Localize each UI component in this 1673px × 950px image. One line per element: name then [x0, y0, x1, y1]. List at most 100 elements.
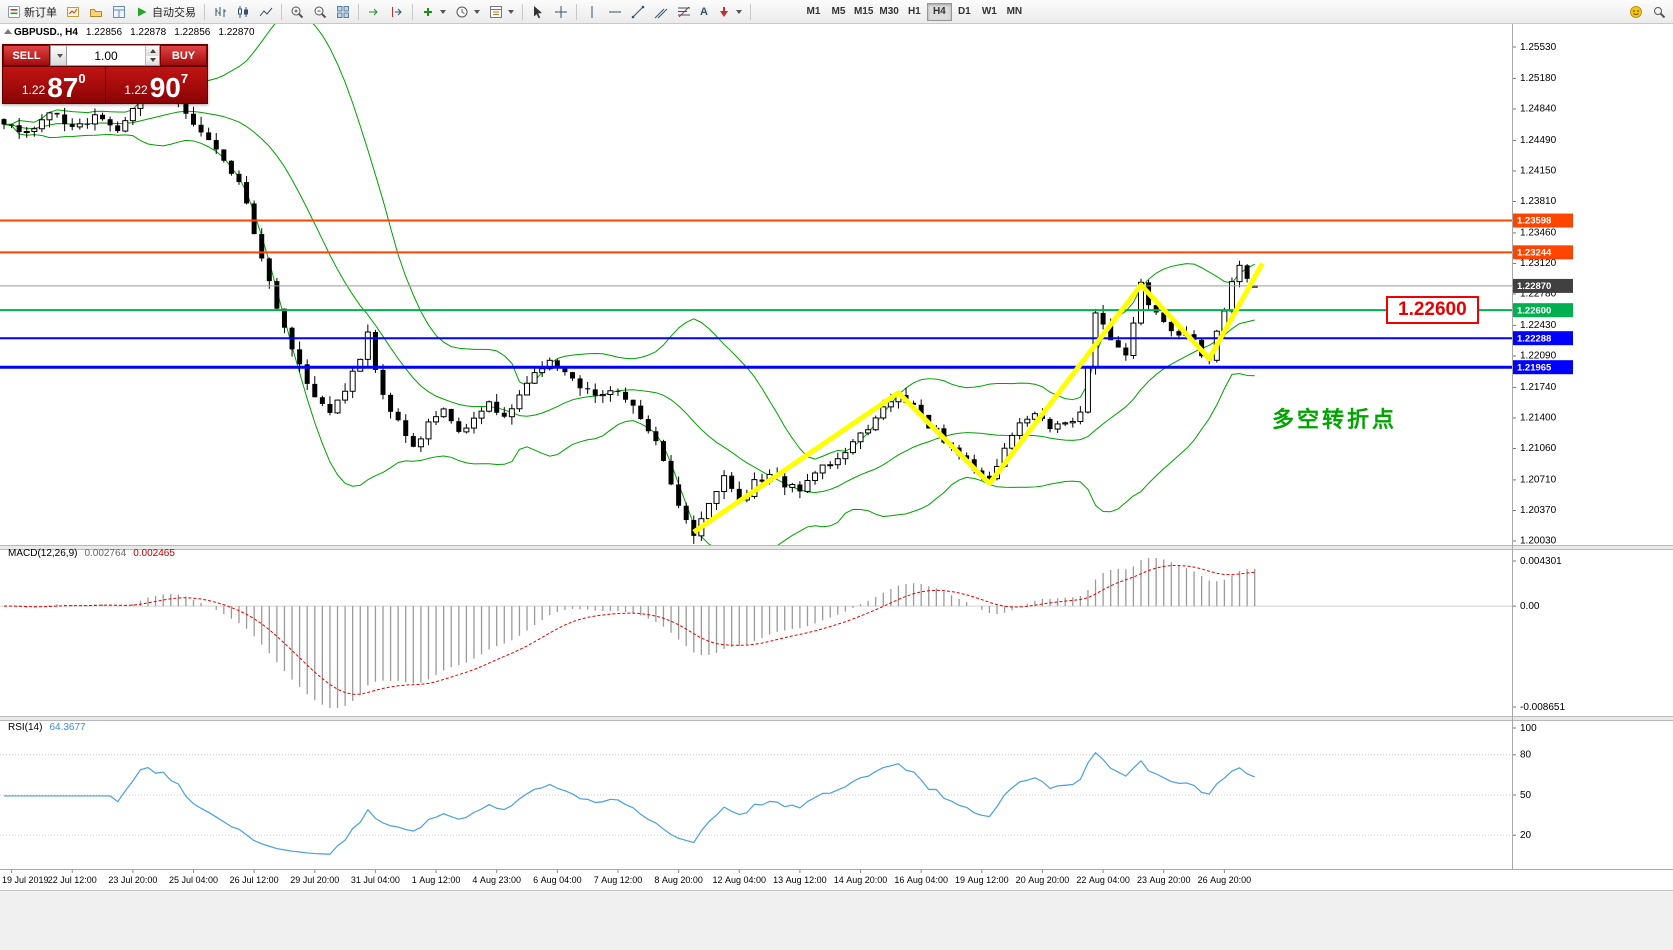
sell-price-prefix: 1.22 — [21, 83, 46, 97]
sell-button[interactable]: SELL — [3, 45, 50, 66]
line-chart-button[interactable] — [255, 2, 277, 22]
macd-name: MACD(12,26,9) — [8, 548, 78, 559]
timeframe-m1-button[interactable]: M1 — [801, 3, 826, 21]
auto-scroll-icon — [369, 8, 378, 15]
candlestick-chart-icon — [238, 5, 248, 18]
dropdown-caret-icon — [56, 53, 63, 58]
chart-windows-button[interactable] — [62, 2, 84, 22]
volume-dropdown-button[interactable] — [50, 45, 67, 66]
zoom-out-button[interactable] — [309, 2, 331, 22]
macd-signal-value: 0.002465 — [133, 548, 175, 559]
zoom-in-button[interactable] — [286, 2, 308, 22]
toolbar-separator — [204, 3, 205, 20]
arrows-tool-button[interactable] — [713, 2, 746, 22]
templates-button[interactable] — [485, 2, 518, 22]
sell-price-big: 87 — [47, 72, 79, 104]
trade-prices-row: 1.22 87 0 1.22 90 7 — [3, 67, 207, 103]
candlestick-chart-button[interactable] — [232, 2, 254, 22]
buy-price-big: 90 — [149, 72, 181, 104]
buy-button[interactable]: BUY — [160, 45, 207, 66]
trendline-button[interactable] — [627, 2, 649, 22]
ohlc-bars-button[interactable] — [209, 2, 231, 22]
toolbar-separator — [749, 3, 751, 20]
ohlc-bars-icon — [215, 6, 226, 17]
buy-price-panel[interactable]: 1.22 90 7 — [105, 67, 207, 104]
trade-panel-collapse-arrow[interactable] — [4, 29, 12, 34]
timeframe-mn-button[interactable]: MN — [1002, 3, 1027, 21]
toolbar-separator — [576, 3, 577, 20]
periods-button[interactable] — [451, 2, 484, 22]
volume-decrease-button[interactable] — [146, 55, 159, 65]
timeframe-h4-button[interactable]: H4 — [926, 2, 952, 21]
symbol-info: GBPUSD., H4 1.22856 1.22878 1.22856 1.22… — [14, 27, 255, 38]
high-value: 1.22878 — [130, 27, 167, 38]
macd-indicator-label: MACD(12,26,9) 0.002764 0.002465 — [8, 548, 175, 559]
chart-area: GBPUSD., H4 1.22856 1.22878 1.22856 1.22… — [0, 24, 1673, 950]
timeframe-h1-button[interactable]: H1 — [902, 3, 927, 21]
line-chart-icon — [259, 7, 273, 16]
rsi-value: 64.3677 — [49, 722, 86, 733]
fibonacci-button[interactable] — [673, 2, 695, 22]
turning-point-annotation: 多空转折点 — [1272, 407, 1398, 432]
fibonacci-icon — [678, 6, 690, 17]
profiles-button[interactable] — [85, 2, 107, 22]
one-click-trading-panel: SELL 1.00 BUY 1.22 87 0 1. — [2, 44, 208, 104]
profiles-icon — [90, 8, 102, 17]
crosshair-button[interactable] — [550, 2, 572, 22]
community-button[interactable] — [1625, 2, 1647, 22]
search-button[interactable] — [1648, 2, 1670, 22]
cursor-icon — [534, 5, 542, 18]
price-chart-canvas[interactable] — [0, 24, 1673, 950]
low-value: 1.22856 — [174, 27, 211, 38]
timeframe-m5-button[interactable]: M5 — [826, 3, 851, 21]
volume-increase-button[interactable] — [146, 46, 159, 56]
trendline-icon — [631, 5, 645, 18]
open-value: 1.22856 — [85, 27, 123, 38]
timeframe-m30-button[interactable]: M30 — [876, 3, 901, 21]
data-window-button[interactable] — [108, 2, 130, 22]
volume-field[interactable]: 1.00 — [67, 45, 160, 66]
auto-scroll-button[interactable] — [363, 2, 385, 22]
buy-price-prefix: 1.22 — [124, 83, 148, 97]
auto-trading-button[interactable]: 自动交易 — [131, 2, 200, 22]
buy-price-pip: 7 — [180, 71, 189, 86]
horizontal-line-button[interactable] — [604, 2, 626, 22]
community-icon — [1630, 5, 1642, 18]
timeframe-d1-button[interactable]: D1 — [952, 3, 977, 21]
rsi-indicator-label: RSI(14) 64.3677 — [8, 722, 86, 733]
volume-spinner — [145, 46, 159, 65]
price-level-box: 1.22600 — [1386, 296, 1479, 324]
dropdown-caret-icon — [474, 9, 480, 14]
sell-price-pip: 0 — [78, 71, 86, 86]
horizontal-line-icon — [609, 11, 621, 12]
zoom-out-icon — [314, 6, 327, 18]
channel-button[interactable] — [650, 2, 672, 22]
zoom-in-icon — [291, 6, 304, 18]
chart-shift-button[interactable] — [386, 2, 408, 22]
tile-windows-button[interactable] — [332, 2, 354, 22]
trade-controls-row: SELL 1.00 BUY — [3, 45, 207, 67]
templates-icon — [490, 5, 502, 18]
indicators-button[interactable] — [417, 2, 450, 22]
search-icon — [1654, 6, 1666, 18]
macd-main-value: 0.002764 — [84, 548, 127, 559]
indicators-icon — [424, 7, 432, 16]
crosshair-icon — [555, 5, 567, 18]
new-order-icon — [8, 5, 20, 18]
timeframe-w1-button[interactable]: W1 — [977, 3, 1002, 21]
cursor-button[interactable] — [527, 2, 549, 22]
timeframe-m15-button[interactable]: M15 — [851, 3, 876, 21]
sell-price-panel[interactable]: 1.22 87 0 — [3, 67, 106, 103]
arrow-up-icon — [149, 48, 156, 53]
toolbar-separator — [281, 3, 282, 20]
close-value: 1.22870 — [218, 27, 255, 38]
toolbar-separator — [522, 3, 523, 20]
new-order-button[interactable]: 新订单 — [3, 2, 61, 22]
vertical-line-button[interactable] — [581, 2, 603, 22]
toolbar-separator — [412, 3, 413, 20]
arrow-down-icon — [149, 58, 156, 63]
text-tool-button[interactable]: A — [696, 2, 712, 22]
chart-shift-icon — [392, 6, 402, 17]
data-window-icon — [113, 5, 125, 18]
channel-icon — [654, 8, 668, 18]
